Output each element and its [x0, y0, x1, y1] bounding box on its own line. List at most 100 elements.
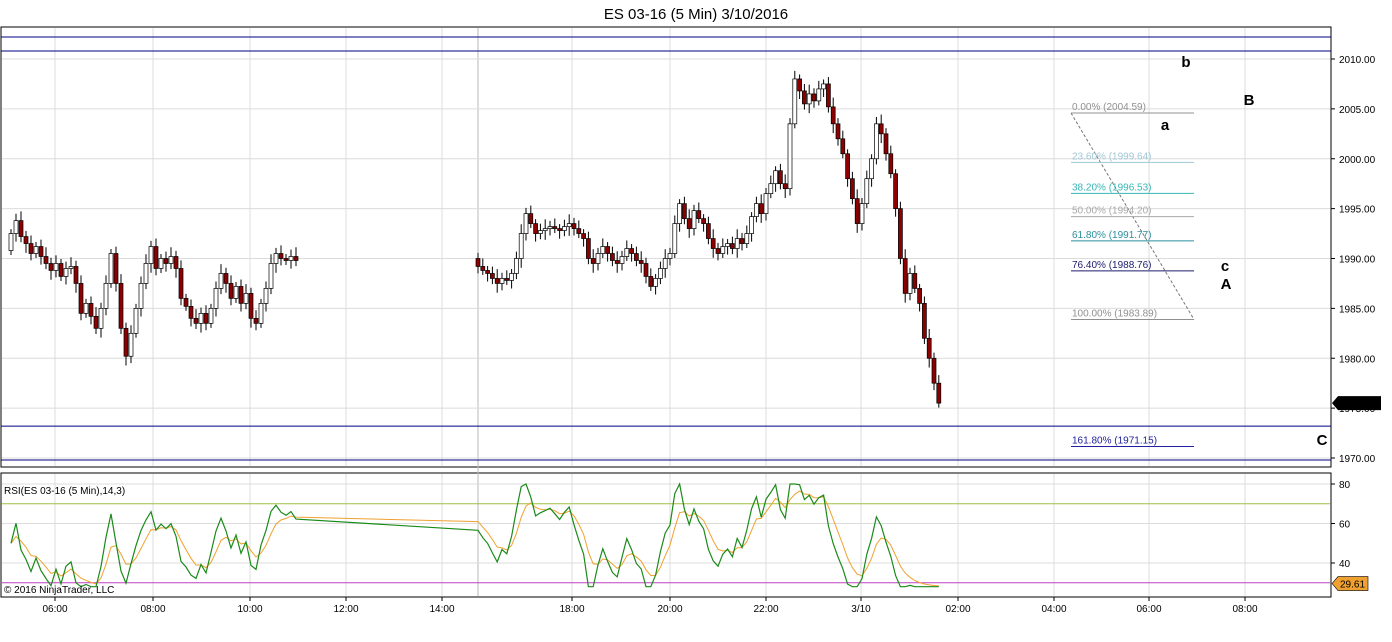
candle-body	[228, 283, 234, 299]
candle-body	[38, 246, 44, 257]
wave-label: b	[1181, 54, 1190, 71]
candle-body	[782, 183, 788, 190]
candle-body	[840, 138, 846, 155]
candle-body	[43, 256, 49, 264]
time-tick-label: 02:00	[945, 604, 970, 615]
candle-body	[662, 258, 668, 269]
candle-body	[53, 263, 59, 271]
candle-body	[744, 233, 750, 244]
rsi-average-line	[10, 490, 939, 587]
fibonacci-retracement: 0.00% (2004.59) 23.60% (1999.64) 38.20% (1…	[1070, 102, 1195, 448]
candle-body	[208, 308, 214, 324]
candle-body	[619, 256, 625, 264]
rsi-tick-label: 60	[1339, 520, 1351, 531]
candle-body	[821, 83, 826, 90]
candle-body	[168, 256, 174, 264]
candle-body	[672, 223, 678, 254]
rsi-line	[10, 482, 939, 588]
rsi-panel-frame	[0, 472, 1332, 598]
time-tick-label: 04:00	[1041, 604, 1066, 615]
candle-body	[696, 210, 702, 219]
candle-body	[133, 308, 139, 334]
candle-body	[768, 183, 774, 195]
candle-body	[557, 228, 562, 231]
candle-body	[143, 263, 149, 284]
time-tick-label: 10:00	[237, 604, 262, 615]
candle-body	[706, 223, 711, 239]
candle-body	[485, 270, 490, 274]
candle-body	[263, 288, 269, 304]
candle-body	[63, 268, 69, 277]
candle-body	[163, 258, 169, 264]
candle-body	[682, 203, 687, 219]
candle-body	[739, 238, 745, 244]
rsi-last-label: 29.61	[1340, 580, 1365, 591]
fib-level-label: 61.80% (1991.77)	[1072, 230, 1152, 241]
candle-body	[701, 218, 706, 224]
candle-body	[213, 288, 219, 309]
fib-level-label: 100.00% (1983.89)	[1072, 308, 1157, 319]
candle-body	[475, 258, 481, 267]
candle-body	[198, 313, 204, 324]
candle-body	[720, 246, 726, 254]
candle-body	[600, 246, 606, 254]
candle-body	[773, 170, 778, 185]
candle-body	[749, 216, 754, 234]
candle-body	[13, 220, 19, 234]
candle-body	[183, 298, 189, 307]
candle-body	[792, 78, 798, 125]
candle-body	[715, 248, 721, 254]
candle-body	[523, 213, 529, 234]
candle-body	[677, 203, 682, 224]
chart-title: ES 03-16 (5 Min) 3/10/2016	[604, 6, 788, 23]
candle-body	[936, 382, 942, 404]
candle-body	[610, 253, 615, 261]
candle-body	[153, 246, 159, 269]
candle-body	[869, 158, 874, 180]
candle-body	[778, 170, 783, 185]
candle-body	[73, 266, 79, 284]
candle-body	[590, 258, 596, 264]
candle-body	[248, 293, 254, 319]
copyright-text: © 2016 NinjaTrader, LLC	[4, 585, 114, 596]
candle-body	[638, 260, 644, 264]
candle-body	[571, 223, 577, 229]
fib-level-label: 38.20% (1996.53)	[1072, 182, 1152, 193]
time-tick-label: 12:00	[333, 604, 358, 615]
candle-body	[288, 256, 294, 261]
candle-body	[878, 123, 884, 135]
candle-body	[763, 193, 769, 214]
candle-body	[802, 90, 807, 105]
candle-body	[48, 263, 54, 271]
candle-body	[797, 78, 802, 92]
candle-body	[835, 123, 841, 140]
candle-body	[93, 316, 99, 329]
candle-body	[552, 226, 558, 229]
candle-body	[907, 273, 913, 294]
candle-body	[811, 93, 817, 102]
candle-body	[68, 266, 74, 269]
candle-body	[128, 332, 134, 357]
candle-body	[293, 256, 299, 261]
candle-body	[123, 327, 129, 357]
candle-body	[734, 238, 740, 249]
candle-body	[730, 243, 735, 249]
candle-body	[533, 223, 538, 234]
candle-body	[667, 253, 673, 259]
candle-body	[203, 313, 209, 324]
time-tick-label: 22:00	[753, 604, 778, 615]
price-tick-label: 1980.00	[1339, 354, 1376, 365]
candle-body	[816, 88, 822, 102]
candle-body	[113, 253, 119, 284]
candle-body	[542, 228, 548, 231]
time-tick-label: 3/10	[851, 604, 871, 615]
last-price-tag	[1332, 396, 1381, 411]
price-tick-label: 1990.00	[1339, 255, 1376, 266]
candle-body	[18, 220, 24, 237]
rsi-tick-label: 40	[1339, 559, 1351, 570]
candle-body	[586, 238, 591, 259]
price-tick-label: 2005.00	[1339, 105, 1376, 116]
candle-body	[566, 223, 572, 227]
horizontal-levels	[1, 36, 1331, 461]
price-tick-label: 1970.00	[1339, 454, 1376, 465]
